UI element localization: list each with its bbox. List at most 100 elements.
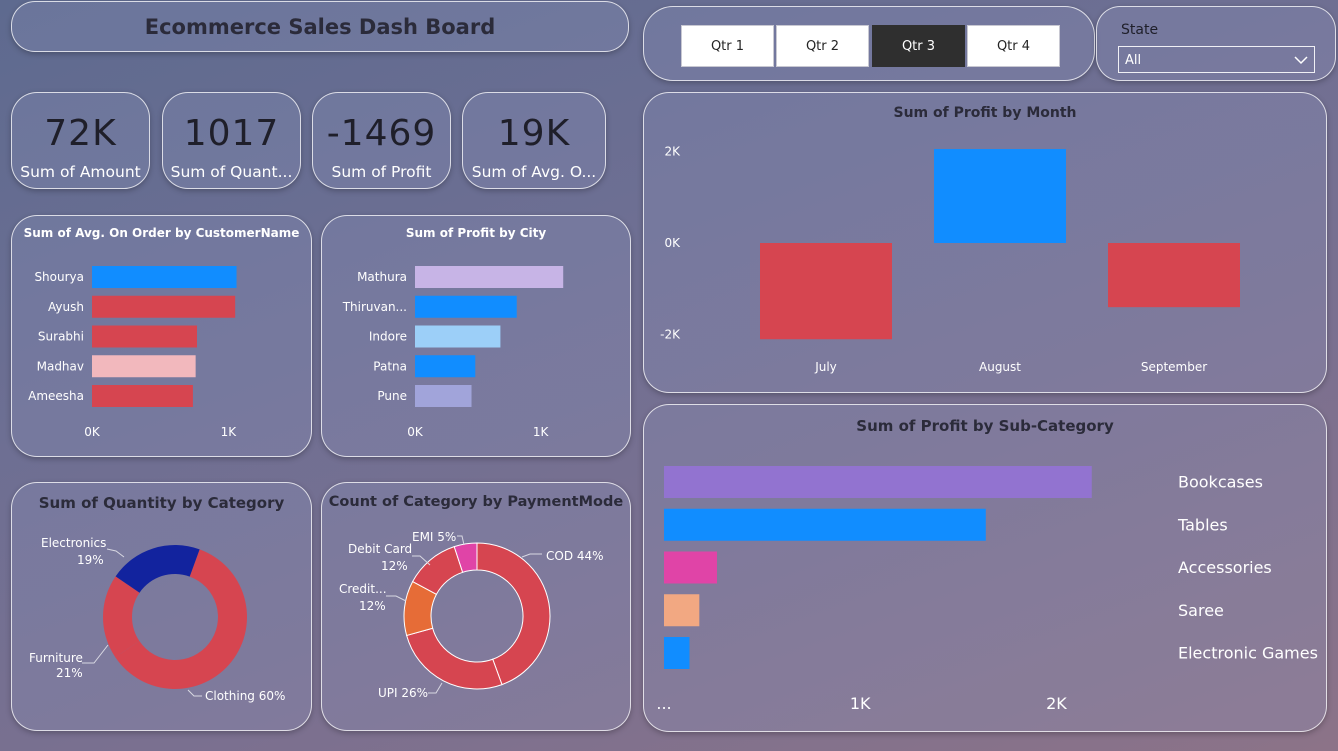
leader-line-clothing (187, 689, 202, 697)
label-upi: UPI 26% (378, 686, 428, 700)
label-emi: EMI 5% (412, 530, 456, 544)
label-credit-name: Credit... (339, 582, 387, 596)
category-label-patna: Patna (373, 359, 407, 373)
tick-label-1k: 1K (533, 425, 550, 439)
slice-clothing (115, 549, 247, 689)
label-debit-card-name: Debit Card (348, 542, 412, 556)
kpi-card-avg-order: 19K Sum of Avg. O... (462, 92, 606, 189)
bar-pune (415, 385, 472, 407)
label-electronics-pct: 19% (77, 553, 104, 567)
bar-accessories (664, 551, 717, 584)
bar-mathura (415, 266, 564, 288)
category-label-pune: Pune (377, 389, 407, 403)
profit-by-subcategory-chart: Bookcases Tables Accessories Saree Electroni… (656, 466, 1318, 713)
profit-by-subcategory-panel: Sum of Profit by Sub-Category Bookcases T… (643, 404, 1327, 732)
state-dropdown[interactable]: All (1118, 46, 1315, 73)
category-label-thiruvan: Thiruvan... (342, 300, 407, 314)
y-tick-0k: 0K (664, 236, 681, 250)
bar-thiruvan (415, 295, 517, 318)
x-label-july: July (814, 360, 837, 374)
kpi-label-amount: Sum of Amount (20, 163, 141, 181)
y-tick-2k: -2K (660, 328, 681, 342)
slice-furniture (115, 545, 200, 593)
leader-line-furniture (82, 644, 109, 664)
bar-shourya (92, 266, 237, 288)
category-label-indore: Indore (369, 330, 407, 344)
slice-electronics (103, 576, 140, 658)
category-by-payment-chart: COD 44% EMI 5%Debit Card 12% Credit... 12% UP… (339, 530, 604, 700)
category-label-tables: Tables (1177, 515, 1228, 534)
profit-by-city-panel: Sum of Profit by City Mathura Thiruvan...… (321, 215, 631, 457)
qtr-2-button[interactable]: Qtr 2 (776, 25, 869, 67)
bar-tables (664, 508, 986, 541)
kpi-card-quantity: 1017 Sum of Quant... (162, 92, 301, 189)
category-label-accessories: Accessories (1178, 558, 1272, 577)
leader-line-upi (428, 682, 443, 694)
category-label-ameesha: Ameesha (28, 389, 84, 403)
bar-patna (415, 355, 476, 378)
profit-by-month-title: Sum of Profit by Month (893, 105, 1077, 121)
bar-september (1108, 243, 1240, 308)
bar-ayush (92, 295, 236, 318)
kpi-value-profit: -1469 (326, 113, 437, 154)
avg-by-customer-title: Sum of Avg. On Order by CustomerName (23, 226, 300, 240)
qtr-1-button[interactable]: Qtr 1 (681, 25, 774, 67)
label-furniture-pct: 21% (56, 666, 83, 680)
label-cod: COD 44% (546, 549, 604, 563)
kpi-card-amount: 72K Sum of Amount (11, 92, 150, 189)
qty-by-category-title: Sum of Quantity by Category (38, 494, 285, 512)
leader-line-credit (386, 595, 407, 602)
category-by-payment-title: Count of Category by PaymentMode (328, 494, 624, 510)
slice-upi (406, 627, 503, 690)
qtr-3-button[interactable]: Qtr 3 (872, 25, 965, 67)
profit-by-month-chart: 2K 0K -2K July August September (660, 144, 1240, 374)
y-tick-2k: 2K (664, 144, 681, 158)
category-label-ayush: Ayush (48, 300, 84, 314)
state-slicer: State All (1096, 6, 1336, 81)
quarter-slicer: Qtr 1 Qtr 2 Qtr 3 Qtr 4 (643, 6, 1095, 81)
label-electronics-name: Electronics (41, 536, 106, 550)
slice-cod (476, 542, 551, 686)
kpi-value-amount: 72K (44, 113, 117, 154)
leader-line-cod (521, 553, 542, 558)
tick-label-1k: 1K (850, 694, 871, 713)
bar-saree (664, 594, 700, 627)
tick-label-0k: 0K (84, 425, 101, 439)
x-label-august: August (979, 360, 1021, 374)
qtr-4-button[interactable]: Qtr 4 (967, 25, 1060, 67)
bar-surabhi (92, 325, 197, 348)
category-label-madhav: Madhav (37, 359, 84, 373)
qty-by-category-panel: Sum of Quantity by Category Electronics 1… (11, 482, 312, 731)
profit-by-city-title: Sum of Profit by City (405, 226, 547, 240)
kpi-label-quantity: Sum of Quant... (170, 163, 293, 181)
bar-indore (415, 325, 501, 348)
label-credit-pct: 12% (359, 599, 386, 613)
slice-emi (453, 542, 478, 573)
category-label-electronic-games: Electronic Games (1178, 644, 1318, 663)
tick-label-2k: 2K (1046, 694, 1067, 713)
label-furniture-name: Furniture (29, 651, 83, 665)
category-label-surabhi: Surabhi (38, 330, 84, 344)
bar-ameesha (92, 385, 193, 407)
category-by-payment-panel: Count of Category by PaymentMode COD 44%… (321, 482, 631, 731)
x-label-september: September (1141, 360, 1207, 374)
state-dropdown-value: All (1125, 53, 1142, 68)
kpi-value-quantity: 1017 (183, 113, 280, 154)
kpi-value-avg-order: 19K (497, 113, 571, 154)
bar-electronic-games (664, 637, 690, 669)
category-label-shourya: Shourya (34, 270, 84, 284)
bar-july (760, 243, 892, 340)
label-debit-card-pct: 12% (381, 559, 408, 573)
leader-line-emi (457, 535, 465, 546)
avg-by-customer-panel: Sum of Avg. On Order by CustomerName Sho… (11, 215, 312, 457)
kpi-label-profit: Sum of Profit (331, 163, 432, 181)
kpi-card-profit: -1469 Sum of Profit (312, 92, 451, 189)
bar-madhav (92, 355, 196, 378)
tick-label-1k: 1K (221, 425, 238, 439)
dashboard-title: Ecommerce Sales Dash Board (144, 15, 496, 39)
leader-line-debit-card (412, 555, 431, 566)
profit-by-city-chart: Mathura Thiruvan... Indore Patna Pune 0K 1K (342, 266, 564, 439)
avg-by-customer-chart: Shourya Ayush Surabhi Madhav Ameesha 0K 1K (28, 266, 238, 439)
chevron-down-icon (1294, 56, 1308, 65)
state-slicer-label: State (1121, 22, 1159, 38)
